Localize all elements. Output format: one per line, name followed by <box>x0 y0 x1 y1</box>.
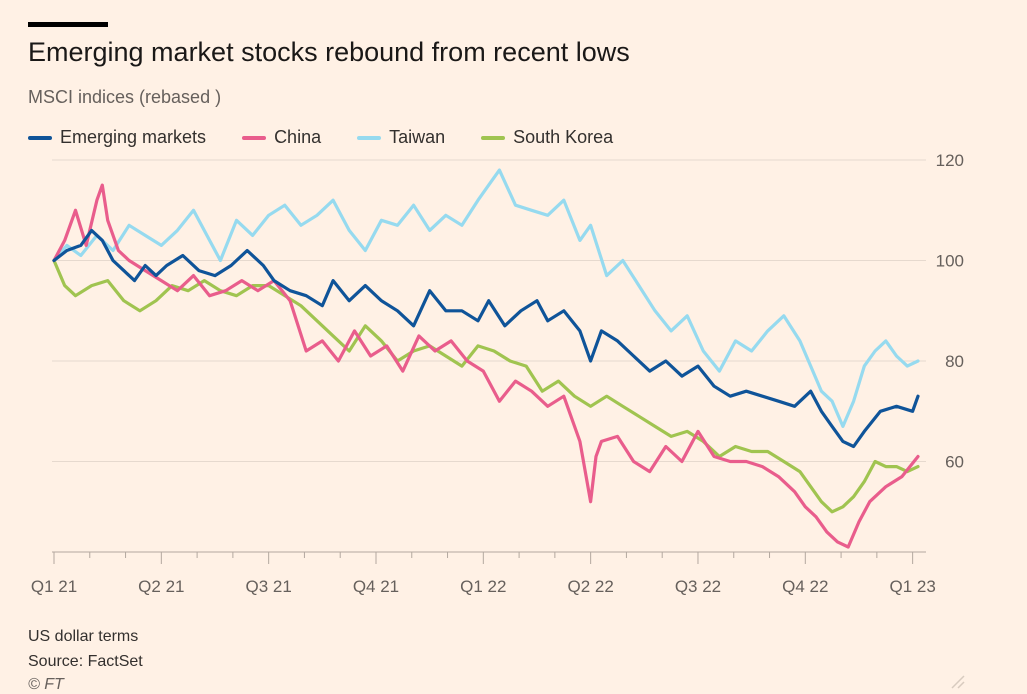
chart-legend: Emerging markets China Taiwan South Kore… <box>28 127 649 148</box>
y-tick-label: 120 <box>936 151 964 170</box>
brand-bar <box>28 22 108 27</box>
series-line-taiwan <box>52 168 920 428</box>
legend-swatch <box>357 135 382 140</box>
y-tick-label: 60 <box>945 453 964 472</box>
legend-label: South Korea <box>513 127 614 147</box>
resize-grip-icon[interactable] <box>951 675 965 689</box>
axes: 60 80 100 120 Q1 21 Q2 21 Q3 21 Q4 21 Q1 22 Q2 22… <box>31 151 964 596</box>
series-line-china <box>52 183 920 549</box>
x-tick-label: Q1 22 <box>460 577 506 596</box>
x-tick-label: Q2 22 <box>567 577 613 596</box>
legend-swatch <box>242 135 267 140</box>
legend-label: Emerging markets <box>60 127 207 147</box>
gridlines <box>52 159 926 463</box>
x-tick-label: Q4 22 <box>782 577 828 596</box>
series-line-south-korea <box>52 258 920 514</box>
legend-label: China <box>274 127 322 147</box>
x-tick-label: Q4 21 <box>353 577 399 596</box>
chart-subtitle: MSCI indices (rebased ) <box>28 87 222 107</box>
legend-item-south-korea: South Korea <box>481 127 613 148</box>
y-tick-label: 80 <box>945 352 964 371</box>
line-chart: 60 80 100 120 Q1 21 Q2 21 Q3 21 Q4 21 Q1 22 Q2 22… <box>31 151 964 596</box>
x-tick-label: Q1 21 <box>31 577 77 596</box>
x-tick-label: Q1 23 <box>889 577 935 596</box>
x-tick-label: Q2 21 <box>138 577 184 596</box>
legend-item-emerging-markets: Emerging markets <box>28 127 206 148</box>
footnote: US dollar terms <box>28 628 139 645</box>
chart-title: Emerging market stocks rebound from rece… <box>28 37 630 67</box>
x-tick-label: Q3 21 <box>246 577 292 596</box>
series-line-emerging-markets <box>52 228 920 449</box>
legend-swatch <box>28 135 52 140</box>
source-note: Source: FactSet <box>28 653 143 670</box>
y-tick-label: 100 <box>936 252 964 271</box>
x-tick-label: Q3 22 <box>675 577 721 596</box>
copyright: © FT <box>28 676 64 693</box>
series-lines <box>52 168 920 549</box>
legend-swatch <box>481 135 506 140</box>
legend-item-taiwan: Taiwan <box>357 127 445 148</box>
legend-label: Taiwan <box>389 127 446 147</box>
legend-item-china: China <box>242 127 321 148</box>
